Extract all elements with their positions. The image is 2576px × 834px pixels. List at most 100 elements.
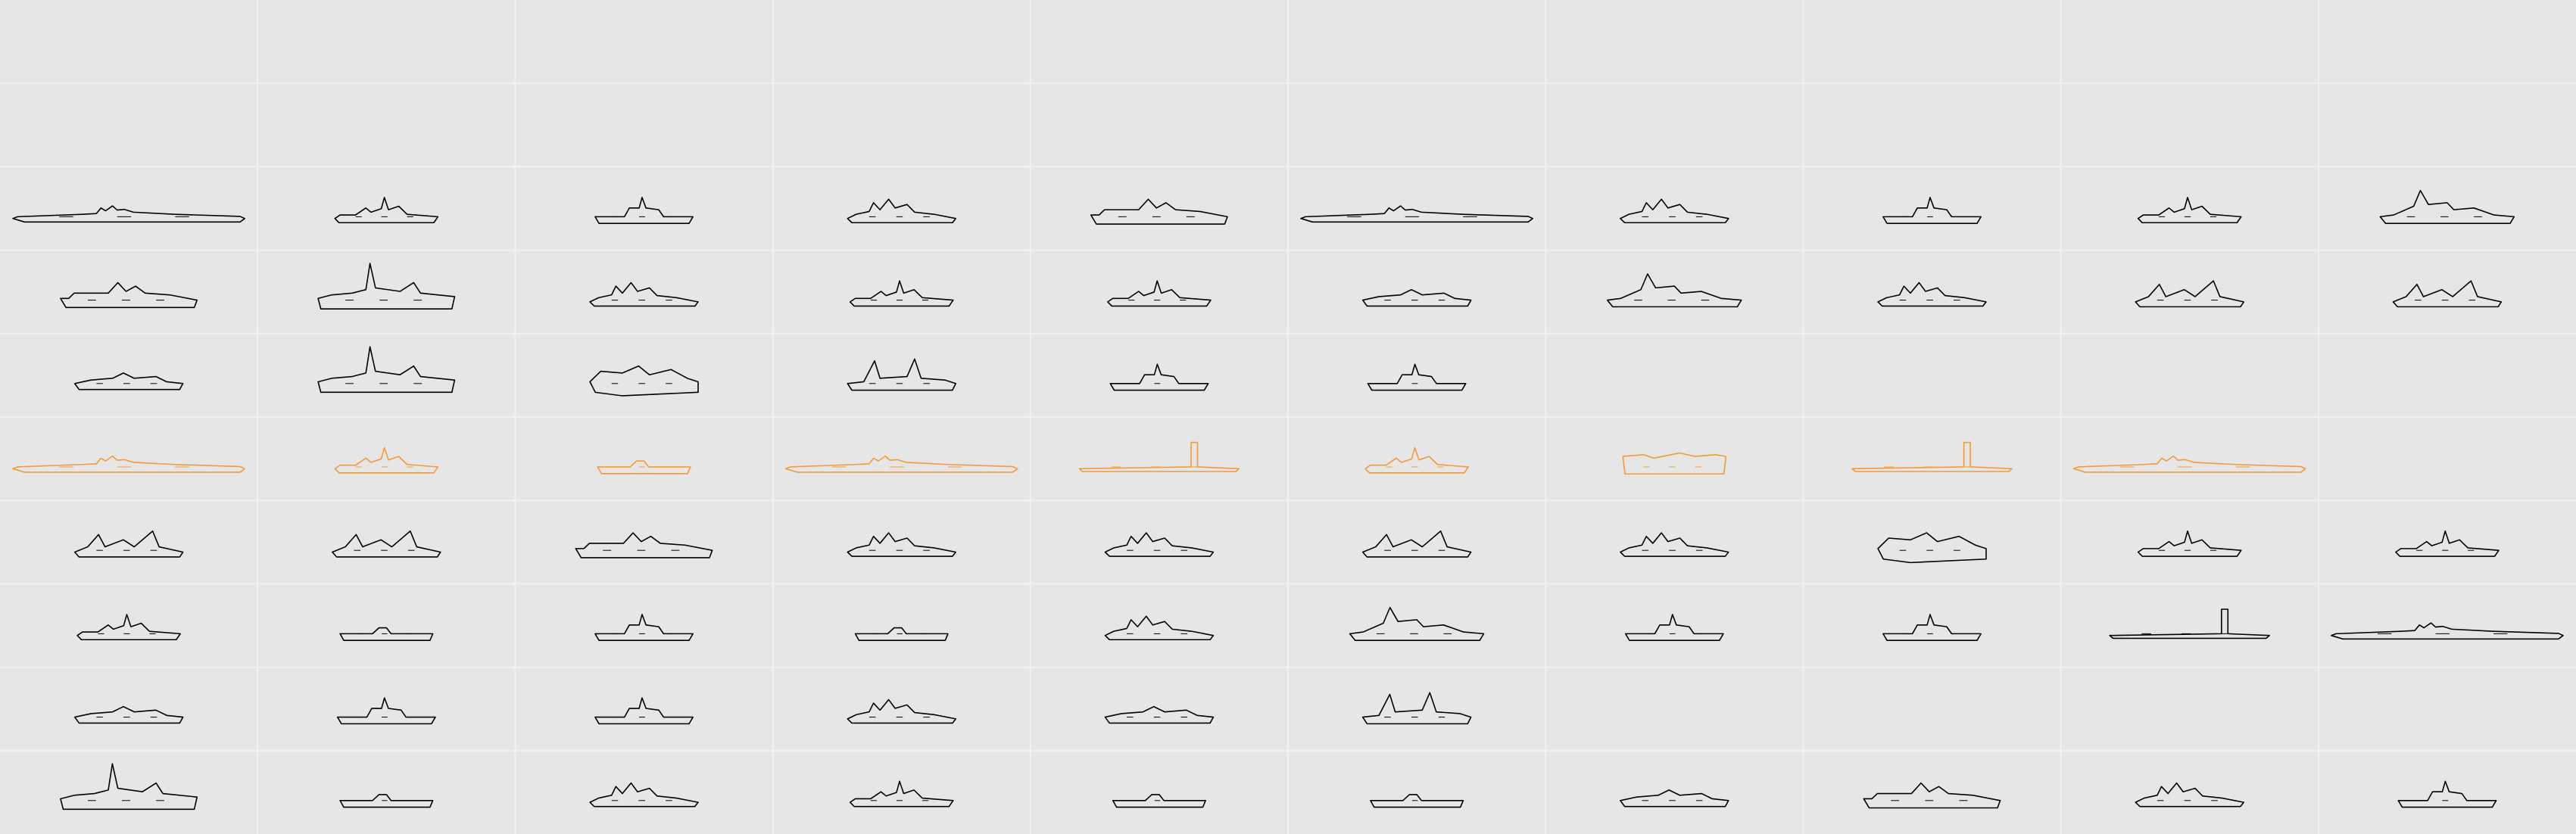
ship-outline	[856, 628, 948, 641]
ship-silhouette	[2394, 281, 2502, 307]
ship-outline	[575, 533, 712, 558]
ship-outline	[75, 707, 183, 724]
ship-outline	[1620, 199, 1729, 223]
ship-silhouette	[1079, 443, 1239, 471]
ship-outline	[1363, 290, 1471, 307]
ship-silhouette	[856, 628, 948, 641]
ship-outline	[1365, 448, 1468, 473]
ship-silhouette	[2074, 456, 2306, 472]
ship-silhouette	[1106, 616, 1214, 640]
ship-outline	[77, 615, 180, 640]
ship-outline	[1368, 364, 1466, 390]
ship-silhouette	[595, 198, 693, 223]
ship-silhouette	[1108, 281, 1211, 306]
ship-outline	[1626, 615, 1723, 640]
ship-silhouette	[847, 533, 956, 556]
ship-outline	[597, 461, 690, 474]
ship-outline	[847, 699, 956, 723]
ship-silhouette	[1113, 795, 1205, 808]
ship-outline	[1883, 198, 1981, 223]
ship-outline	[2074, 456, 2306, 472]
ship-silhouette	[2135, 281, 2244, 307]
ship-outline	[332, 531, 441, 557]
ship-silhouette	[75, 373, 183, 390]
ship-silhouette	[318, 263, 454, 309]
ship-silhouette	[1878, 533, 1986, 562]
ship-outline	[595, 198, 693, 223]
ship-outline	[2394, 281, 2502, 307]
ship-outline	[1620, 790, 1729, 807]
ship-silhouette	[1620, 199, 1729, 223]
ship-silhouette	[1620, 790, 1729, 807]
ship-outline	[850, 781, 953, 806]
ship-outline	[2398, 781, 2496, 807]
ship-outline	[1863, 783, 2000, 808]
ship-silhouette	[575, 533, 712, 558]
ship-outline	[1363, 692, 1471, 724]
ship-silhouette	[847, 199, 956, 223]
ship-outline	[318, 263, 454, 309]
ship-silhouette	[338, 698, 435, 724]
ship-outline	[595, 615, 693, 640]
ship-outline	[1108, 281, 1211, 306]
ship-outline	[595, 698, 693, 724]
ship-outline	[2396, 531, 2499, 556]
ship-outline	[340, 628, 432, 641]
ship-outline	[1363, 531, 1471, 557]
ship-outline	[1623, 453, 1726, 474]
ship-outline	[847, 359, 956, 390]
ship-silhouette	[847, 359, 956, 390]
ship-outline	[2138, 531, 2241, 556]
ship-silhouette	[13, 456, 245, 472]
ship-silhouette	[1106, 707, 1214, 724]
ship-silhouette	[340, 795, 432, 808]
ship-silhouette	[1368, 364, 1466, 390]
ship-silhouette	[1878, 282, 1986, 306]
ship-outline	[335, 448, 438, 473]
ship-outline	[340, 795, 432, 808]
ship-silhouette	[1608, 274, 1742, 307]
ship-silhouette	[2138, 531, 2241, 556]
ship-silhouette	[1363, 531, 1471, 557]
ship-silhouette	[850, 281, 953, 306]
ship-outline	[318, 347, 454, 392]
ship-silhouette	[1365, 448, 1468, 473]
ship-outline	[13, 206, 245, 222]
ship-silhouette	[1883, 198, 1981, 223]
ship-silhouette	[61, 764, 197, 809]
ship-silhouette	[1110, 364, 1208, 390]
ship-silhouette	[1091, 199, 1227, 224]
ship-silhouette	[13, 206, 245, 222]
ship-silhouette	[1363, 692, 1471, 724]
ship-silhouette	[1883, 615, 1981, 640]
ship-outline	[1878, 282, 1986, 306]
ship-outline	[75, 531, 183, 557]
ship-outline	[1301, 206, 1533, 222]
ship-outline	[2135, 281, 2244, 307]
ship-outline	[2380, 191, 2514, 224]
ship-outline	[850, 281, 953, 306]
ship-silhouette	[332, 531, 441, 557]
ship-silhouette	[1106, 533, 1214, 556]
ship-silhouette	[590, 282, 698, 306]
ship-silhouette	[2396, 531, 2499, 556]
ship-outline	[1106, 616, 1214, 640]
ship-silhouette	[597, 461, 690, 474]
ship-outline	[1091, 199, 1227, 224]
ship-silhouette	[335, 448, 438, 473]
ship-silhouette	[590, 366, 698, 396]
ship-outline	[338, 698, 435, 724]
ship-silhouette	[786, 456, 1018, 472]
ship-silhouette	[1863, 783, 2000, 808]
ship-outline	[1608, 274, 1742, 307]
ship-outline	[590, 282, 698, 306]
ship-silhouette	[1620, 533, 1729, 556]
ship-silhouette	[1350, 608, 1484, 641]
ship-outline	[1371, 795, 1463, 808]
ship-silhouette	[595, 615, 693, 640]
ship-outline	[847, 533, 956, 556]
ship-silhouette	[340, 628, 432, 641]
ship-outline	[1878, 533, 1986, 562]
ship-outline	[1110, 364, 1208, 390]
